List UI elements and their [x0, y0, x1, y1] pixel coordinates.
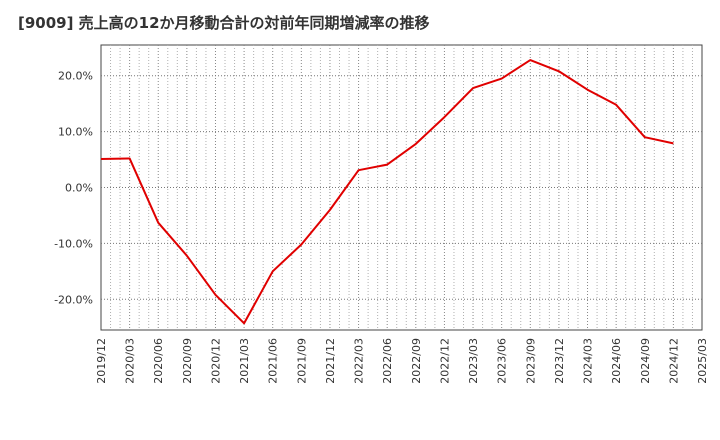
x-tick-label: 2023/03 — [467, 338, 480, 384]
x-tick-label: 2020/03 — [124, 338, 137, 384]
series-layer — [100, 59, 674, 325]
x-tick-label: 2024/03 — [582, 338, 595, 384]
y-tick-label: -10.0% — [54, 237, 93, 250]
vertical-gridlines — [110, 45, 693, 330]
x-tick-label: 2024/09 — [639, 338, 652, 384]
x-tick-label: 2023/06 — [496, 338, 509, 384]
x-tick-label: 2019/12 — [95, 338, 108, 384]
x-tick-label: 2022/06 — [381, 338, 394, 384]
x-tick-label: 2025/03 — [696, 338, 709, 384]
series-line — [100, 59, 674, 325]
x-tick-label: 2022/12 — [438, 338, 451, 384]
x-tick-label: 2020/06 — [152, 338, 165, 384]
x-tick-label: 2021/03 — [238, 338, 251, 384]
y-tick-label: 10.0% — [58, 126, 93, 139]
x-tick-label: 2023/12 — [553, 338, 566, 384]
x-tick-label: 2024/12 — [667, 338, 680, 384]
x-tick-label: 2024/06 — [610, 338, 623, 384]
x-axis-labels: 2019/12 2020/03 2020/06 2020/09 2020/12 2021/… — [95, 338, 709, 384]
x-tick-label: 2023/09 — [524, 338, 537, 384]
x-tick-label: 2020/12 — [209, 338, 222, 384]
horizontal-gridlines — [101, 75, 702, 300]
y-axis-labels: 20.0% 10.0% 0.0% -10.0% -20.0% — [54, 70, 93, 307]
y-tick-label: -20.0% — [54, 293, 93, 306]
y-tick-label: 20.0% — [58, 70, 93, 83]
x-tick-label: 2021/09 — [295, 338, 308, 384]
x-tick-label: 2022/03 — [353, 338, 366, 384]
y-tick-label: 0.0% — [65, 182, 93, 195]
x-tick-label: 2022/09 — [410, 338, 423, 384]
x-tick-label: 2020/09 — [181, 338, 194, 384]
x-tick-label: 2021/06 — [267, 338, 280, 384]
chart-title: [9009] 売上高の12か月移動合計の対前年同期増減率の推移 — [18, 14, 430, 32]
x-tick-label: 2021/12 — [324, 338, 337, 384]
